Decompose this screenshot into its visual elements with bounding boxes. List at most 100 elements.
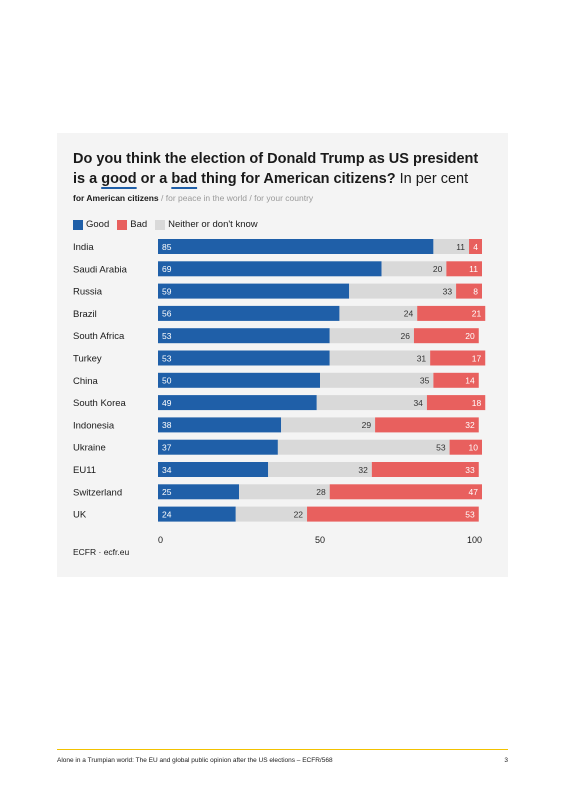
data-label: 32	[358, 465, 368, 475]
data-label: 33	[443, 286, 453, 296]
chart-panel: Do you think the election of Donald Trum…	[57, 133, 508, 577]
data-label: 11	[456, 242, 465, 252]
bar-bad	[456, 283, 482, 299]
bar-good	[158, 350, 330, 366]
data-label: 28	[316, 487, 326, 497]
bar-good	[158, 506, 236, 522]
x-tick-label: 0	[158, 535, 163, 545]
bar-good	[158, 462, 269, 477]
title-unit: In per cent	[395, 171, 469, 187]
bar-good	[158, 328, 330, 344]
data-label: 49	[162, 398, 172, 408]
data-label: 31	[417, 353, 427, 363]
footer-text: Alone in a Trumpian world: The EU and gl…	[57, 757, 333, 764]
title-text-1: Do you think the election of Donald Trum…	[73, 151, 479, 187]
bar-bad	[371, 462, 479, 477]
data-label: 24	[162, 509, 172, 519]
page-number: 3	[504, 757, 508, 764]
data-label: 10	[469, 443, 479, 453]
data-label: 32	[465, 420, 475, 430]
bar-bad	[469, 239, 482, 254]
category-label: India	[73, 242, 94, 253]
bar-neither-or-don-t-know	[329, 328, 414, 344]
x-tick-label: 50	[315, 535, 325, 545]
data-label: 14	[465, 376, 475, 386]
bar-neither-or-don-t-know	[281, 417, 376, 433]
legend-item-neither: Neither or don't know	[155, 219, 258, 230]
bar-neither-or-don-t-know	[239, 484, 330, 500]
bar-neither-or-don-t-know	[268, 462, 372, 477]
data-label: 56	[162, 309, 172, 319]
data-label: 4	[473, 242, 478, 252]
bar-neither-or-don-t-know	[320, 372, 434, 388]
data-label: 53	[162, 353, 172, 363]
bar-neither-or-don-t-know	[339, 305, 418, 321]
data-label: 34	[413, 398, 423, 408]
category-label: Russia	[73, 287, 103, 298]
title-good-word: good	[101, 171, 137, 187]
bar-bad	[426, 395, 486, 411]
view-selector: for American citizens / for peace in the…	[73, 193, 313, 203]
data-label: 20	[433, 264, 443, 274]
category-label: Brazil	[73, 309, 97, 320]
data-label: 38	[162, 420, 172, 430]
category-label: Indonesia	[73, 420, 115, 431]
legend-swatch-neither	[155, 219, 166, 230]
bar-bad	[417, 305, 486, 321]
data-label: 53	[436, 443, 446, 453]
x-tick-label: 100	[467, 535, 482, 545]
bar-neither-or-don-t-know	[316, 395, 427, 411]
data-label: 24	[404, 309, 414, 319]
data-label: 21	[472, 309, 482, 319]
data-label: 18	[472, 398, 482, 408]
footer-divider	[57, 749, 508, 750]
title-text-2: or a	[136, 171, 172, 187]
data-label: 22	[294, 509, 304, 519]
view-others: / for peace in the world / for your coun…	[158, 193, 314, 203]
chart-title: Do you think the election of Donald Trum…	[73, 149, 493, 189]
bar-bad	[446, 261, 482, 277]
bar-good	[158, 439, 278, 455]
legend-item-good: Good	[73, 219, 109, 230]
data-label: 35	[420, 376, 430, 386]
title-bad-word: bad	[171, 171, 198, 187]
bar-good	[158, 484, 239, 500]
bar-good	[158, 283, 350, 299]
category-label: Switzerland	[73, 487, 122, 498]
data-label: 69	[162, 264, 172, 274]
data-label: 34	[162, 465, 172, 475]
legend-label-neither: Neither or don't know	[168, 219, 258, 230]
data-label: 29	[362, 420, 372, 430]
bar-bad	[449, 439, 482, 455]
title-text-3: thing for American citizens?	[197, 171, 396, 187]
category-label: South Africa	[73, 331, 125, 342]
category-label: UK	[73, 510, 87, 521]
category-label: Saudi Arabia	[73, 264, 128, 275]
bar-good	[158, 395, 317, 411]
data-label: 47	[469, 487, 479, 497]
category-label: EU11	[73, 465, 96, 476]
data-label: 50	[162, 376, 172, 386]
bar-bad	[307, 506, 479, 522]
data-label: 8	[473, 286, 478, 296]
data-label: 11	[469, 264, 478, 274]
data-label: 53	[465, 509, 475, 519]
legend-swatch-good	[73, 219, 83, 230]
bar-good	[158, 261, 382, 277]
bar-good	[158, 417, 282, 433]
category-label: South Korea	[73, 398, 127, 409]
source-credit: ECFR · ecfr.eu	[73, 547, 130, 557]
category-label: Turkey	[73, 354, 102, 365]
data-label: 17	[472, 353, 482, 363]
data-label: 37	[162, 443, 172, 453]
legend-label-good: Good	[86, 219, 110, 230]
data-label: 25	[162, 487, 172, 497]
bar-good	[158, 239, 434, 254]
bar-neither-or-don-t-know	[433, 239, 470, 254]
category-label: Ukraine	[73, 443, 106, 454]
bar-bad	[329, 484, 482, 500]
legend-swatch-bad	[117, 219, 128, 230]
bar-neither-or-don-t-know	[381, 261, 447, 277]
stacked-bar-chart: India 85 11 4 Saudi Arabia 69 20 11 Russia 59 33 8 B…	[73, 239, 486, 545]
bar-bad	[430, 350, 486, 366]
